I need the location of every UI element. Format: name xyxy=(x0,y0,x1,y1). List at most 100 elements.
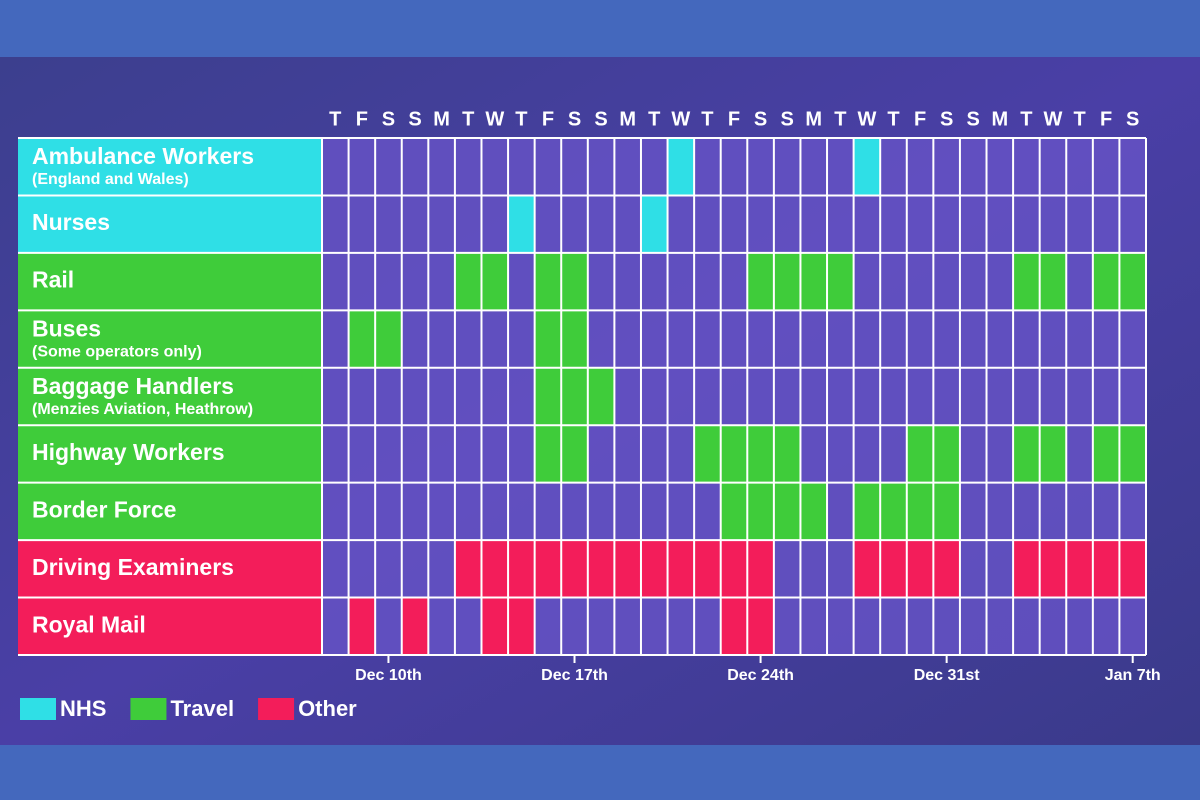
strike-day xyxy=(747,482,774,541)
strike-day xyxy=(561,252,588,311)
strike-day xyxy=(508,540,535,598)
strike-day xyxy=(508,195,535,253)
day-letter: S xyxy=(940,108,953,130)
strike-day xyxy=(720,597,748,655)
legend-swatch xyxy=(130,698,167,720)
strike-day xyxy=(933,482,960,541)
day-letter: T xyxy=(701,108,713,130)
row-label: Driving Examiners xyxy=(32,554,234,580)
strike-day xyxy=(587,367,615,426)
strike-day xyxy=(906,540,934,598)
day-letter: W xyxy=(671,108,690,130)
legend-label: Other xyxy=(298,696,357,721)
date-label: Dec 10th xyxy=(355,667,422,684)
strike-day xyxy=(348,597,376,655)
strike-day xyxy=(401,597,429,655)
day-letter: S xyxy=(754,108,767,130)
day-letter: F xyxy=(728,108,740,130)
strike-day xyxy=(747,597,774,655)
strike-day xyxy=(534,367,562,426)
day-letter: S xyxy=(967,108,980,130)
day-letter: S xyxy=(568,108,581,130)
strike-day xyxy=(1039,540,1067,598)
strike-day xyxy=(694,425,721,483)
strike-day xyxy=(640,540,668,598)
strike-day xyxy=(348,310,376,368)
strike-day xyxy=(1092,252,1120,311)
day-letter: F xyxy=(914,108,926,130)
day-letter: S xyxy=(780,108,793,130)
strike-day xyxy=(1039,425,1067,483)
row-label: Royal Mail xyxy=(32,611,146,637)
row-label-bg xyxy=(18,138,322,196)
strike-day xyxy=(720,425,748,483)
day-letter: T xyxy=(1073,108,1085,130)
strike-day xyxy=(800,482,828,541)
strike-day xyxy=(561,540,588,598)
day-letter: W xyxy=(857,108,876,130)
strike-day xyxy=(1013,252,1040,311)
strike-day xyxy=(534,310,562,368)
day-letter: F xyxy=(542,108,554,130)
strike-day xyxy=(508,597,535,655)
strike-day xyxy=(694,540,721,598)
strike-day xyxy=(1013,425,1040,483)
strike-day xyxy=(561,310,588,368)
strike-day xyxy=(1066,540,1093,598)
row-label: Ambulance Workers xyxy=(32,143,254,169)
date-label: Dec 17th xyxy=(541,667,608,684)
strike-day xyxy=(933,540,960,598)
strike-day xyxy=(773,252,801,311)
row-label: Highway Workers xyxy=(32,439,225,465)
row-label: Border Force xyxy=(32,496,176,522)
strike-day xyxy=(906,425,934,483)
strike-day xyxy=(1119,540,1146,598)
row-sublabel: (Some operators only) xyxy=(32,344,202,361)
legend-label: NHS xyxy=(60,696,106,721)
strike-day xyxy=(747,540,774,598)
strike-day xyxy=(481,597,509,655)
strike-day xyxy=(933,425,960,483)
legend-swatch xyxy=(20,698,56,720)
strike-day xyxy=(720,540,748,598)
strike-day xyxy=(1119,252,1146,311)
strike-day xyxy=(587,540,615,598)
row-label-bg xyxy=(18,367,322,426)
strike-day xyxy=(880,482,907,541)
legend-label: Travel xyxy=(170,696,234,721)
day-letter: T xyxy=(648,108,660,130)
strike-day xyxy=(614,540,641,598)
strike-day xyxy=(747,252,774,311)
date-label: Dec 24th xyxy=(727,667,794,684)
strike-day xyxy=(640,195,668,253)
row-label: Buses xyxy=(32,315,101,341)
strike-day xyxy=(1092,425,1120,483)
strike-day xyxy=(534,425,562,483)
row-label-bg xyxy=(18,310,322,368)
day-letter: W xyxy=(485,108,504,130)
row-label-bg xyxy=(18,425,322,483)
strike-day xyxy=(375,310,402,368)
row-label: Baggage Handlers xyxy=(32,373,234,399)
strike-day xyxy=(667,138,695,196)
strike-day xyxy=(1013,540,1040,598)
strike-day xyxy=(454,540,482,598)
day-letter: M xyxy=(805,108,822,130)
strike-day xyxy=(667,540,695,598)
day-letter: T xyxy=(462,108,474,130)
row-label-bg xyxy=(18,540,322,598)
strike-day xyxy=(481,540,509,598)
strike-day xyxy=(880,540,907,598)
day-letter: T xyxy=(1020,108,1032,130)
strike-day xyxy=(853,482,881,541)
strike-day xyxy=(561,367,588,426)
day-letter: F xyxy=(356,108,368,130)
strike-day xyxy=(534,252,562,311)
row-sublabel: (Menzies Aviation, Heathrow) xyxy=(32,401,253,418)
strike-day xyxy=(773,425,801,483)
strike-day xyxy=(1092,540,1120,598)
day-letter: S xyxy=(1126,108,1139,130)
day-letter: M xyxy=(433,108,450,130)
day-letter: T xyxy=(515,108,527,130)
